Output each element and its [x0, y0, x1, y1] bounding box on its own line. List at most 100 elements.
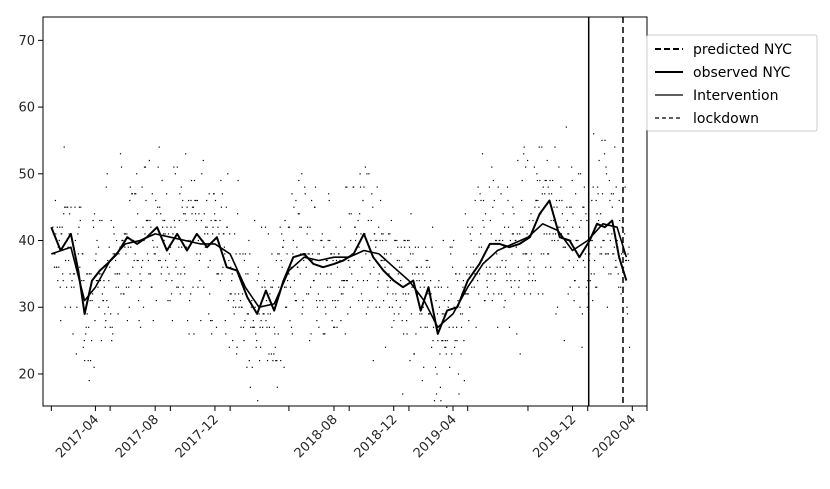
scatter-point-38 [69, 306, 72, 308]
scatter-point-628 [359, 213, 361, 215]
scatter-point-513 [302, 300, 304, 302]
scatter-point-844 [464, 213, 466, 215]
scatter-point-361 [228, 259, 230, 262]
scatter-point-318 [207, 233, 209, 235]
scatter-point-888 [486, 280, 488, 282]
scatter-point-797 [441, 313, 443, 315]
scatter-point-39 [70, 206, 72, 208]
scatter-point-174 [136, 259, 138, 262]
scatter-point-552 [321, 233, 323, 235]
scatter-point-1032 [556, 306, 559, 308]
scatter-point-609 [349, 306, 351, 308]
scatter-point-496 [294, 293, 296, 295]
scatter-point-1012 [547, 253, 549, 255]
scatter-point-50 [75, 353, 77, 355]
scatter-point-295 [195, 219, 197, 222]
scatter-point-61 [81, 280, 83, 282]
x-tick-label-2017-12: 2017-12 [173, 412, 222, 461]
scatter-point-239 [168, 273, 170, 275]
scatter-point-202 [150, 226, 152, 228]
scatter-point-205 [151, 193, 153, 195]
scatter-point-73 [87, 273, 89, 275]
scatter-point-557 [324, 333, 326, 335]
scatter-point-574 [332, 259, 334, 262]
scatter-point-965 [524, 293, 526, 295]
scatter-point-507 [299, 273, 301, 275]
scatter-point-275 [186, 246, 188, 248]
scatter-point-1084 [582, 206, 584, 208]
scatter-point-810 [448, 300, 450, 302]
scatter-point-588 [339, 259, 341, 262]
scatter-point-589 [339, 226, 342, 228]
scatter-point-1103 [591, 239, 593, 242]
scatter-point-825 [455, 273, 457, 275]
scatter-point-28 [65, 259, 67, 262]
scatter-point-836 [460, 326, 463, 328]
scatter-point-939 [511, 253, 513, 255]
scatter-point-419 [256, 280, 258, 282]
scatter-point-606 [348, 259, 350, 262]
scatter-point-207 [152, 320, 154, 322]
scatter-point-353 [224, 253, 226, 255]
scatter-point-510 [301, 173, 303, 175]
scatter-point-1117 [598, 159, 600, 162]
scatter-point-488 [290, 266, 292, 268]
scatter-point-710 [399, 266, 401, 268]
scatter-point-607 [348, 213, 350, 215]
scatter-point-555 [323, 246, 325, 248]
scatter-point-905 [494, 273, 496, 275]
scatter-point-354 [224, 320, 226, 322]
scatter-point-176 [137, 259, 139, 262]
scatter-point-1156 [617, 273, 619, 275]
scatter-point-746 [416, 266, 418, 268]
scatter-point-940 [511, 233, 513, 235]
scatter-point-568 [329, 286, 331, 288]
scatter-point-870 [477, 186, 479, 188]
scatter-point-524 [308, 293, 310, 295]
scatter-point-294 [195, 199, 197, 202]
scatter-point-957 [520, 226, 522, 228]
scatter-point-178 [138, 320, 140, 322]
scatter-point-735 [411, 286, 413, 288]
scatter-point-45 [73, 286, 75, 288]
scatter-point-975 [528, 219, 531, 222]
scatter-point-500 [296, 246, 298, 248]
scatter-point-527 [309, 226, 311, 228]
scatter-point-103 [101, 293, 103, 295]
scatter-point-1149 [614, 146, 616, 148]
scatter-point-369 [232, 340, 234, 342]
scatter-point-753 [420, 326, 422, 328]
scatter-point-864 [474, 199, 476, 202]
scatter-point-827 [456, 340, 458, 342]
scatter-point-490 [291, 193, 293, 195]
scatter-point-875 [480, 233, 482, 235]
scatter-point-565 [328, 193, 330, 195]
scatter-point-425 [259, 326, 261, 328]
scatter-point-919 [501, 259, 503, 262]
scatter-point-446 [269, 313, 271, 315]
scatter-point-752 [419, 286, 421, 288]
scatter-point-455 [274, 333, 276, 335]
scatter-point-861 [473, 253, 475, 255]
scatter-point-807 [446, 340, 448, 342]
scatter-point-89 [94, 259, 97, 262]
scatter-point-288 [192, 286, 194, 288]
scatter-point-55 [78, 226, 80, 228]
scatter-point-749 [418, 273, 420, 275]
scatter-point-497 [294, 300, 296, 302]
scatter-point-1010 [546, 233, 548, 235]
scatter-point-142 [120, 166, 123, 168]
scatter-point-542 [316, 306, 318, 308]
scatter-point-218 [158, 259, 160, 262]
scatter-point-250 [173, 219, 175, 222]
scatter-point-591 [340, 293, 342, 295]
scatter-point-629 [359, 173, 361, 175]
scatter-point-858 [471, 226, 473, 228]
scatter-point-1022 [552, 179, 554, 182]
scatter-point-190 [144, 233, 146, 235]
scatter-point-128 [114, 253, 116, 255]
scatter-point-1006 [544, 193, 546, 195]
scatter-point-2 [52, 226, 54, 228]
scatter-point-444 [268, 326, 270, 328]
scatter-point-348 [221, 193, 223, 195]
